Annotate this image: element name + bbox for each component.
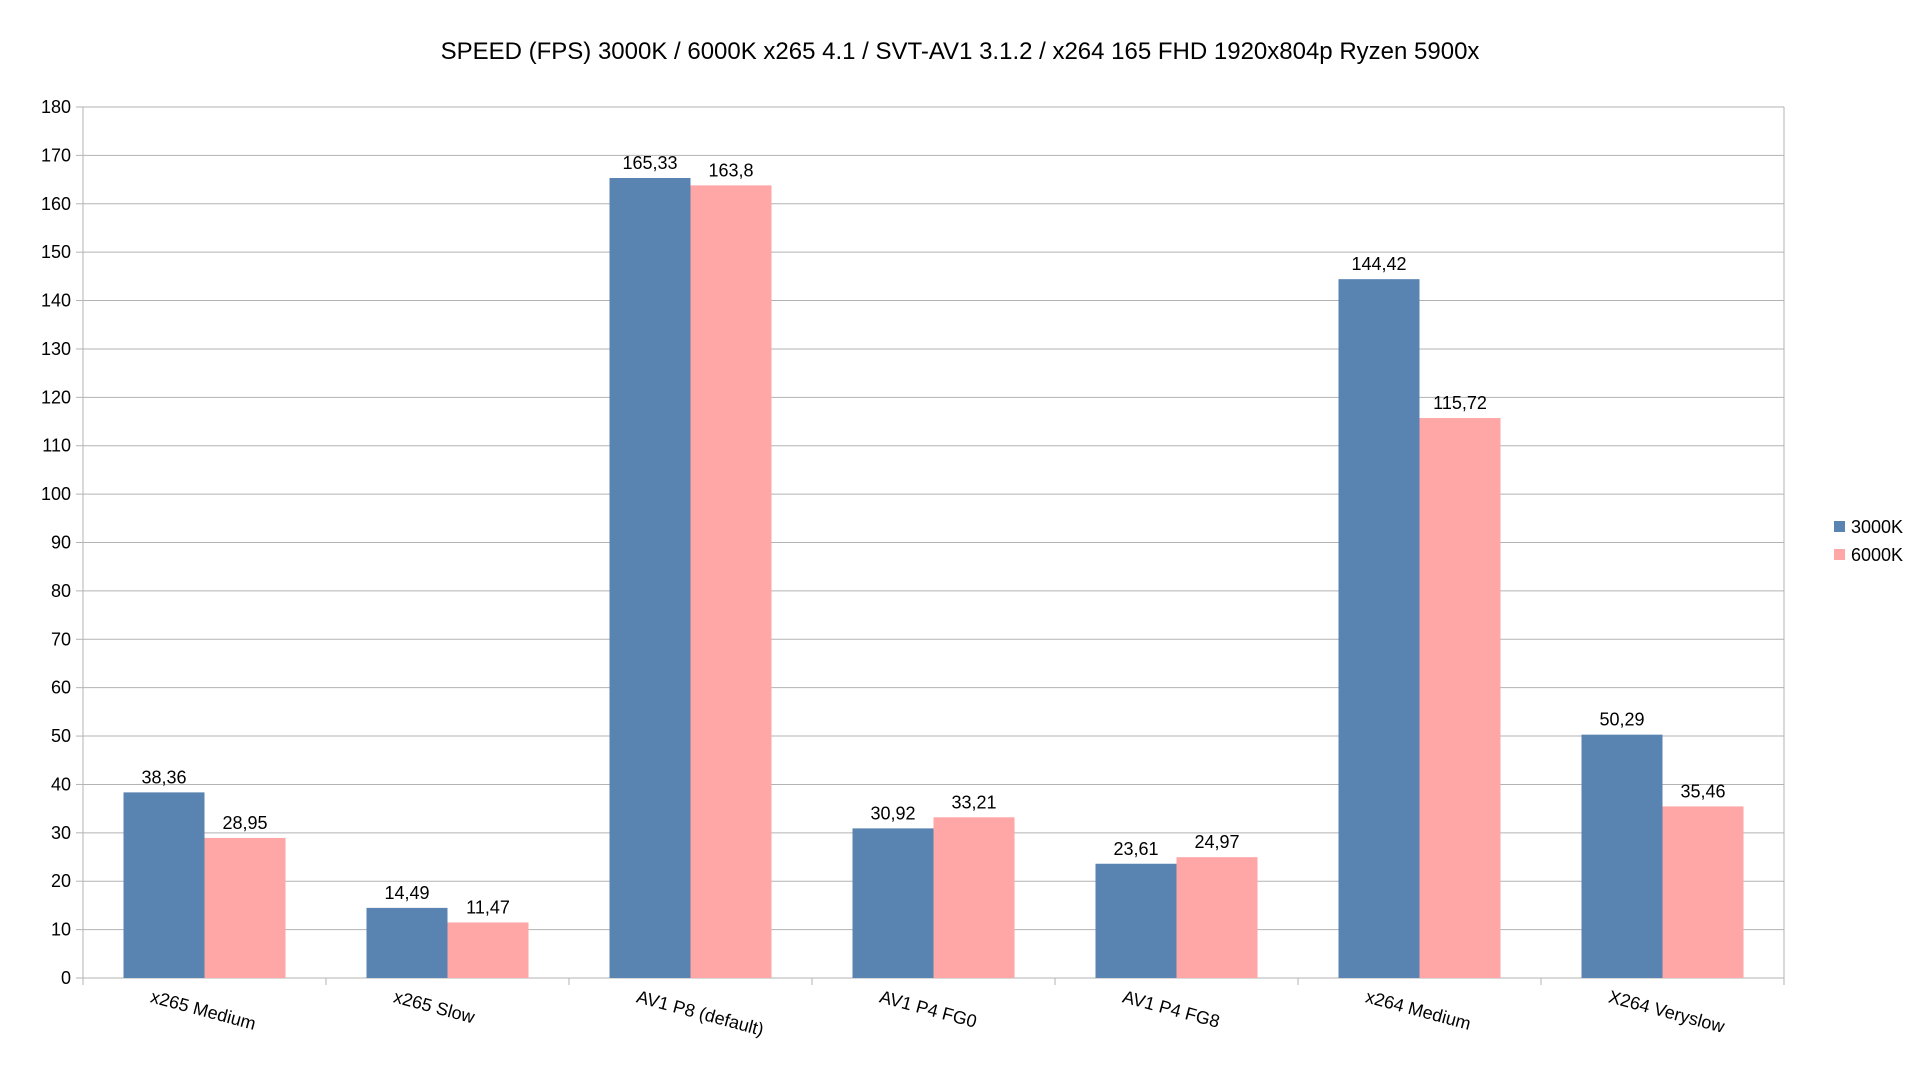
bar-3000K-2	[609, 177, 691, 978]
bar-6000K-6	[1662, 806, 1744, 978]
x-tick-label-group: x265 Slow	[391, 987, 477, 1028]
data-label: 50,29	[1599, 710, 1644, 730]
data-label: 30,92	[870, 803, 915, 823]
legend-swatch	[1834, 549, 1845, 560]
data-label: 165,33	[622, 153, 677, 173]
legend-label: 6000K	[1851, 545, 1903, 565]
y-tick-label: 30	[51, 823, 71, 843]
y-tick-label: 100	[41, 484, 71, 504]
x-tick-label: AV1 P8 (default)	[634, 987, 765, 1040]
x-tick-label-group: x265 Medium	[148, 987, 258, 1034]
y-tick-label: 130	[41, 339, 71, 359]
bars	[123, 177, 1744, 978]
y-tick-label: 40	[51, 774, 71, 794]
data-label: 24,97	[1194, 832, 1239, 852]
y-tick-label: 90	[51, 533, 71, 553]
y-tick-labels: 0 10 20 30 40 50 60 70 80 90 100 110 120 130 140 150 160…	[41, 97, 71, 988]
x-tick-labels: x265 Medium x265 Slow AV1 P8 (default) AV1 …	[148, 987, 1727, 1040]
bar-6000K-5	[1419, 418, 1501, 978]
x-tick-label: x265 Medium	[148, 987, 258, 1034]
data-label: 144,42	[1351, 254, 1406, 274]
gridlines	[83, 106, 1784, 979]
y-tick-label: 160	[41, 194, 71, 214]
x-tick-label-group: x264 Medium	[1363, 987, 1473, 1034]
chart-title: SPEED (FPS) 3000K / 6000K x265 4.1 / SVT…	[441, 38, 1480, 65]
data-label: 115,72	[1433, 393, 1487, 413]
x-tick-label: x265 Slow	[391, 987, 477, 1028]
bar-3000K-0	[123, 792, 205, 978]
bar-3000K-5	[1338, 279, 1420, 978]
x-tick-label: AV1 P4 FG0	[877, 987, 978, 1032]
x-tick-label: x264 Medium	[1363, 987, 1473, 1034]
data-label: 28,95	[222, 813, 267, 833]
y-tick-label: 70	[51, 629, 71, 649]
x-tick-label-group: X264 Veryslow	[1606, 987, 1727, 1037]
bar-3000K-3	[852, 828, 934, 978]
legend-swatch	[1834, 521, 1845, 532]
data-label: 38,36	[141, 767, 186, 787]
data-label: 163,8	[708, 160, 753, 180]
data-label: 35,46	[1680, 781, 1725, 801]
x-tick-label: AV1 P4 FG8	[1120, 987, 1221, 1032]
data-labels: 38,36 28,95 14,49 11,47 165,33 163,8 30,92 33,2…	[141, 153, 1725, 918]
y-tick-label: 140	[41, 291, 71, 311]
y-tick-label: 60	[51, 678, 71, 698]
x-tick-label-group: AV1 P8 (default)	[634, 987, 765, 1040]
data-label: 33,21	[951, 792, 996, 812]
bar-3000K-6	[1581, 734, 1663, 978]
bar-3000K-1	[366, 907, 448, 978]
y-tick-label: 20	[51, 871, 71, 891]
y-tick-label: 80	[51, 581, 71, 601]
x-tick-label: X264 Veryslow	[1606, 987, 1727, 1037]
y-tick-label: 0	[61, 968, 71, 988]
y-tick-label: 50	[51, 726, 71, 746]
y-tick-label: 180	[41, 97, 71, 117]
bar-6000K-3	[933, 817, 1015, 978]
data-label: 14,49	[384, 883, 429, 903]
data-label: 23,61	[1113, 839, 1158, 859]
bar-6000K-1	[447, 922, 529, 978]
y-tick-label: 170	[41, 145, 71, 165]
y-tick-label: 150	[41, 242, 71, 262]
bar-6000K-0	[204, 837, 286, 978]
data-label: 11,47	[466, 897, 510, 917]
legend-label: 3000K	[1851, 517, 1903, 537]
y-tick-label: 10	[51, 920, 71, 940]
bar-3000K-4	[1095, 863, 1177, 978]
x-tick-label-group: AV1 P4 FG8	[1120, 987, 1221, 1032]
x-tick-label-group: AV1 P4 FG0	[877, 987, 978, 1032]
bar-6000K-4	[1176, 857, 1258, 978]
y-tick-label: 120	[41, 387, 71, 407]
bar-6000K-2	[690, 185, 772, 978]
y-tick-label: 110	[42, 436, 71, 456]
legend: 3000K 6000K	[1834, 517, 1903, 565]
